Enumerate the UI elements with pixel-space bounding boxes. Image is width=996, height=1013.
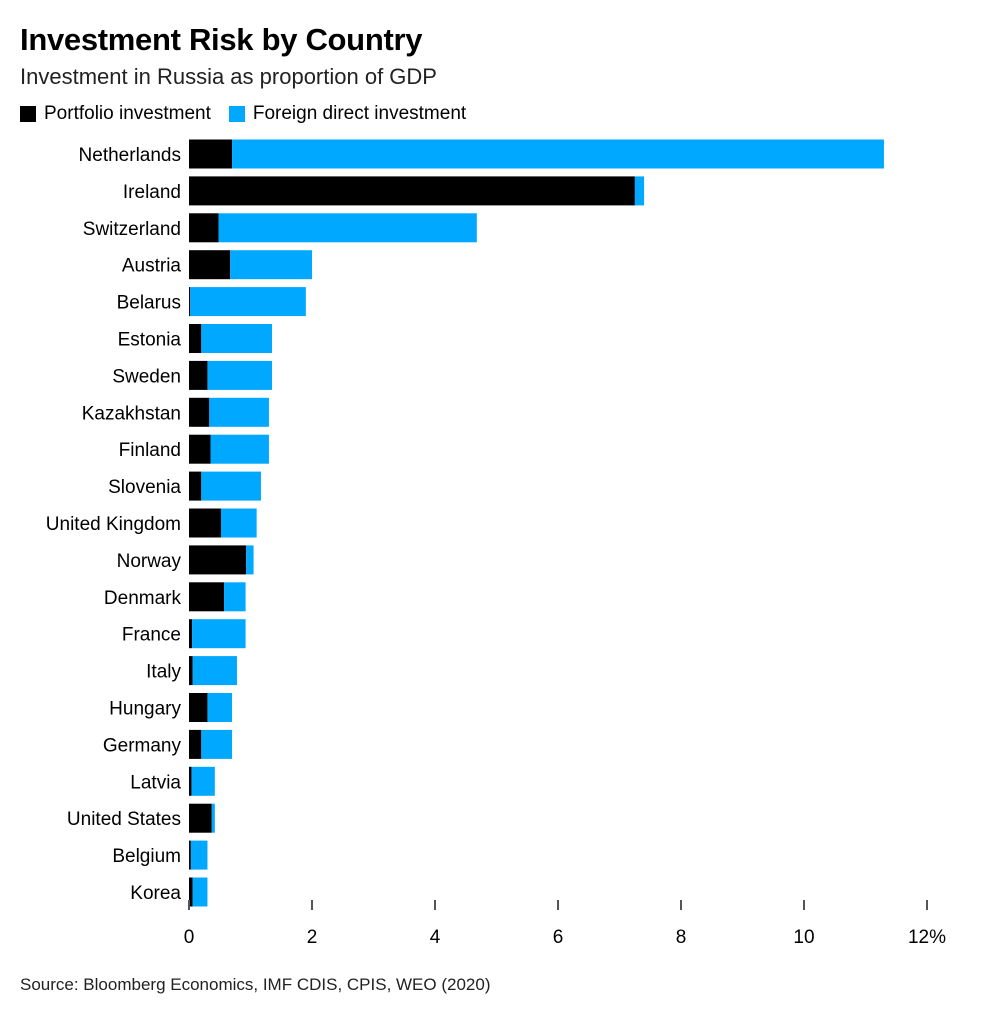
bar-portfolio-finland	[189, 434, 211, 464]
bar-fdi-estonia	[201, 324, 273, 353]
category-label-germany: Germany	[103, 735, 182, 756]
legend-item-portfolio: Portfolio investment	[20, 103, 211, 125]
category-label-norway: Norway	[117, 551, 182, 572]
category-label-hungary: Hungary	[109, 699, 181, 720]
category-label-belgium: Belgium	[112, 846, 181, 867]
category-label-switzerland: Switzerland	[83, 219, 181, 240]
bar-portfolio-ireland	[189, 176, 635, 206]
category-label-sweden: Sweden	[112, 366, 181, 387]
category-label-united-kingdom: United Kingdom	[46, 514, 181, 535]
bar-portfolio-france	[189, 619, 193, 649]
bar-fdi-belarus	[190, 287, 306, 317]
bar-portfolio-austria	[189, 250, 231, 280]
category-label-united-states: United States	[67, 809, 181, 830]
bar-portfolio-belarus	[189, 287, 191, 317]
category-label-estonia: Estonia	[118, 330, 182, 351]
bar-fdi-netherlands	[232, 139, 884, 169]
x-tick-label-10: 10	[793, 927, 814, 948]
bar-fdi-hungary	[207, 693, 233, 722]
category-label-finland: Finland	[119, 440, 181, 461]
bar-fdi-united-states	[211, 803, 215, 833]
legend-swatch-fdi	[228, 106, 245, 122]
category-label-korea: Korea	[130, 883, 181, 904]
x-tick-label-8: 8	[676, 927, 687, 948]
bar-fdi-ireland	[634, 176, 645, 206]
bar-portfolio-hungary	[189, 693, 208, 722]
category-label-belarus: Belarus	[117, 293, 181, 314]
bar-portfolio-italy	[189, 656, 193, 686]
bar-fdi-sweden	[207, 360, 273, 390]
category-label-austria: Austria	[122, 256, 182, 277]
bar-fdi-kazakhstan	[209, 397, 269, 427]
legend: Portfolio investment Foreign direct inve…	[20, 103, 484, 125]
x-tick-label-2: 2	[307, 927, 318, 948]
category-label-denmark: Denmark	[104, 588, 182, 609]
bar-fdi-germany	[201, 729, 233, 759]
bar-portfolio-kazakhstan	[189, 397, 210, 427]
category-label-netherlands: Netherlands	[79, 145, 181, 166]
bar-fdi-belgium	[190, 840, 208, 870]
bar-portfolio-united-kingdom	[189, 508, 221, 538]
category-label-kazakhstan: Kazakhstan	[82, 403, 181, 424]
bar-fdi-switzerland	[218, 213, 477, 243]
bar-portfolio-sweden	[189, 360, 208, 390]
bar-fdi-korea	[192, 877, 208, 907]
bar-fdi-austria	[230, 250, 312, 280]
bar-portfolio-estonia	[189, 324, 202, 353]
category-label-latvia: Latvia	[130, 772, 181, 793]
bar-fdi-italy	[192, 656, 237, 686]
bar-fdi-latvia	[191, 766, 215, 796]
bar-fdi-united-kingdom	[220, 508, 257, 538]
bar-portfolio-switzerland	[189, 213, 219, 243]
bar-fdi-norway	[246, 545, 254, 575]
x-tick-label-0: 0	[184, 927, 195, 948]
bar-portfolio-belgium	[189, 840, 191, 870]
x-tick-label-4: 4	[430, 927, 441, 948]
bar-portfolio-germany	[189, 729, 202, 759]
bar-fdi-france	[192, 619, 246, 649]
bar-fdi-slovenia	[201, 471, 261, 501]
bar-fdi-finland	[210, 434, 269, 464]
category-label-france: France	[122, 625, 181, 646]
chart-subtitle: Investment in Russia as proportion of GD…	[20, 64, 437, 89]
x-tick-label-6: 6	[553, 927, 564, 948]
x-tick-label-12: 12%	[908, 927, 946, 948]
bar-portfolio-slovenia	[189, 471, 202, 501]
category-label-slovenia: Slovenia	[108, 477, 181, 498]
bar-portfolio-denmark	[189, 582, 225, 612]
source-note: Source: Bloomberg Economics, IMF CDIS, C…	[20, 975, 491, 994]
bar-fdi-denmark	[224, 582, 246, 612]
bar-portfolio-norway	[189, 545, 247, 575]
bar-portfolio-netherlands	[189, 139, 233, 169]
legend-label-fdi: Foreign direct investment	[252, 103, 467, 124]
bar-portfolio-united-states	[189, 803, 212, 833]
chart-title: Investment Risk by Country	[20, 22, 423, 57]
bar-portfolio-latvia	[189, 766, 192, 796]
category-label-italy: Italy	[146, 662, 181, 683]
bar-portfolio-korea	[189, 877, 193, 907]
legend-label-portfolio: Portfolio investment	[44, 103, 211, 124]
legend-swatch-portfolio	[20, 106, 36, 122]
category-label-ireland: Ireland	[123, 182, 181, 203]
legend-item-fdi: Foreign direct investment	[228, 103, 467, 125]
